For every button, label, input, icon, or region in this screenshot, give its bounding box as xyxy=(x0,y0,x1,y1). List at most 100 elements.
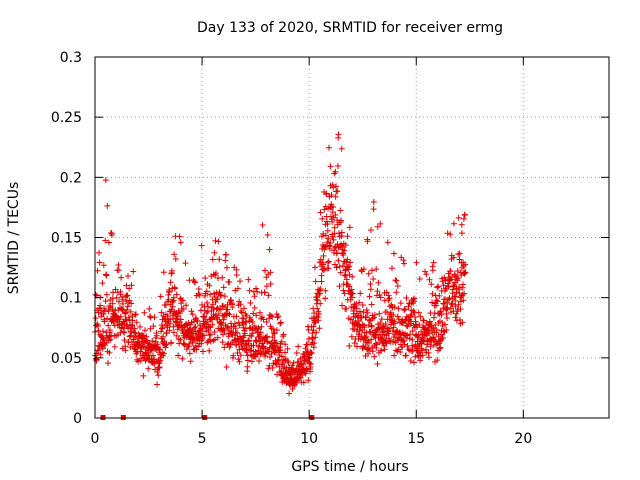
data-point xyxy=(237,352,244,359)
data-point xyxy=(263,283,270,290)
data-point xyxy=(233,342,240,349)
data-point xyxy=(170,294,177,301)
data-point xyxy=(386,325,393,332)
data-point xyxy=(246,325,253,332)
data-point xyxy=(407,312,414,319)
data-point xyxy=(221,293,228,300)
data-point xyxy=(341,247,348,254)
data-point xyxy=(105,239,112,246)
data-point xyxy=(433,341,440,348)
data-point xyxy=(423,271,430,278)
data-point xyxy=(341,272,348,279)
data-point xyxy=(236,322,243,329)
data-point xyxy=(155,372,162,379)
data-point xyxy=(377,220,384,227)
x-axis-label: GPS time / hours xyxy=(291,459,408,475)
data-point xyxy=(425,349,432,356)
data-point xyxy=(122,347,129,354)
data-point xyxy=(451,271,458,278)
data-point xyxy=(276,352,283,359)
data-point xyxy=(193,315,200,322)
data-point xyxy=(311,310,318,317)
data-point xyxy=(211,290,218,297)
data-point xyxy=(277,320,284,327)
data-point xyxy=(121,310,128,317)
data-point xyxy=(124,307,131,314)
data-point xyxy=(324,220,331,227)
data-point xyxy=(362,314,369,321)
data-point xyxy=(108,231,115,238)
data-point xyxy=(190,346,197,353)
data-point xyxy=(97,307,104,314)
data-point xyxy=(386,295,393,302)
data-point xyxy=(116,316,123,323)
data-point xyxy=(340,287,347,294)
data-point xyxy=(212,237,219,244)
x-tick-label: 0 xyxy=(91,431,100,447)
data-point xyxy=(204,299,211,306)
data-point xyxy=(286,390,293,397)
data-point xyxy=(344,233,351,240)
data-point xyxy=(317,300,324,307)
data-point xyxy=(251,304,258,311)
data-point xyxy=(321,244,328,251)
data-point xyxy=(363,329,370,336)
data-point xyxy=(416,322,423,329)
data-point xyxy=(94,267,101,274)
data-point xyxy=(368,301,375,308)
data-point xyxy=(390,324,397,331)
data-point xyxy=(164,324,171,331)
data-point xyxy=(315,286,322,293)
data-point xyxy=(373,341,380,348)
data-point xyxy=(221,327,228,334)
data-point xyxy=(455,251,462,258)
data-point xyxy=(346,342,353,349)
data-point xyxy=(388,265,395,272)
data-point xyxy=(184,322,191,329)
data-point xyxy=(168,339,175,346)
data-point xyxy=(426,276,433,283)
data-point xyxy=(97,351,104,358)
data-point xyxy=(459,319,466,326)
data-point xyxy=(160,269,167,276)
data-point xyxy=(317,290,324,297)
data-point xyxy=(244,352,251,359)
data-point xyxy=(366,293,373,300)
data-point xyxy=(407,357,414,364)
data-point xyxy=(337,269,344,276)
data-point xyxy=(290,359,297,366)
data-point xyxy=(437,338,444,345)
data-point xyxy=(416,276,423,283)
data-point xyxy=(440,300,447,307)
data-point xyxy=(275,313,282,320)
data-point xyxy=(366,316,373,323)
data-point xyxy=(270,329,277,336)
data-point xyxy=(128,282,135,289)
data-point xyxy=(107,336,114,343)
data-point xyxy=(137,348,144,355)
data-point xyxy=(383,340,390,347)
data-point xyxy=(180,305,187,312)
data-point xyxy=(359,301,366,308)
data-point xyxy=(202,275,209,282)
data-point xyxy=(198,242,205,249)
data-point xyxy=(386,337,393,344)
data-point xyxy=(158,328,165,335)
data-point xyxy=(394,282,401,289)
data-point xyxy=(381,346,388,353)
data-point xyxy=(360,309,367,316)
data-point xyxy=(450,254,457,261)
data-point xyxy=(382,321,389,328)
data-point xyxy=(384,239,391,246)
data-point xyxy=(338,229,345,236)
data-point xyxy=(233,313,240,320)
data-point xyxy=(234,330,241,337)
data-point xyxy=(203,288,210,295)
data-point xyxy=(124,303,131,310)
data-point xyxy=(356,308,363,315)
data-point xyxy=(401,260,408,267)
data-point xyxy=(341,290,348,297)
data-point xyxy=(453,310,460,317)
data-point xyxy=(317,285,324,292)
